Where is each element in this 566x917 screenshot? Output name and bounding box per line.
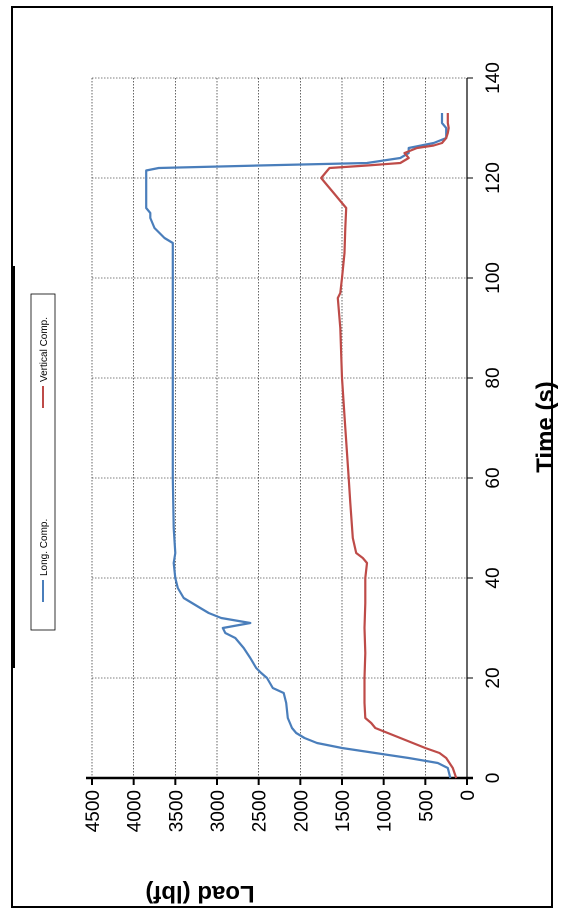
x-axis-title: Time (s) — [532, 381, 559, 473]
tick-label-time: 100 — [483, 262, 504, 294]
tick-label-load: 1500 — [333, 790, 354, 832]
tick-label-load: 3000 — [208, 790, 229, 832]
frame-divider — [13, 266, 15, 668]
tick-label-load: 500 — [416, 790, 437, 822]
tick-label-time: 120 — [483, 162, 504, 194]
tick-label-time: 20 — [483, 667, 504, 688]
axes — [86, 78, 473, 780]
legend-label-vertical: Vertical Comp. — [39, 317, 50, 382]
tick-label-load: 3500 — [166, 790, 187, 832]
y-axis-title: Load (lbf) — [145, 880, 254, 907]
axis-titles: Time (s) Load (lbf) — [145, 381, 559, 907]
grid-lines — [91, 77, 468, 779]
tick-label-load: 2500 — [250, 790, 271, 832]
series-line-vertical-comp — [320, 113, 458, 779]
series-line-long-comp — [145, 113, 452, 779]
chart-frame — [11, 6, 553, 908]
tick-label-time: 60 — [483, 467, 504, 488]
tick-label-time: 140 — [483, 62, 504, 94]
legend: Long. Comp. Vertical Comp. — [30, 293, 56, 631]
legend-label-long: Long. Comp. — [39, 519, 50, 576]
tick-label-time: 0 — [483, 773, 504, 784]
tick-label-load: 0 — [458, 790, 479, 801]
tick-label-load: 2000 — [291, 790, 312, 832]
series-lines — [145, 113, 458, 779]
tick-label-load: 1000 — [375, 790, 396, 832]
legend-box — [30, 293, 56, 631]
ticks: 0 500 1000 1500 2000 2500 3000 3500 4000 4500 0 20 4… — [83, 62, 504, 832]
tick-label-time: 40 — [483, 567, 504, 588]
tick-label-load: 4500 — [83, 790, 104, 832]
tick-label-time: 80 — [483, 367, 504, 388]
tick-label-load: 4000 — [125, 790, 146, 832]
